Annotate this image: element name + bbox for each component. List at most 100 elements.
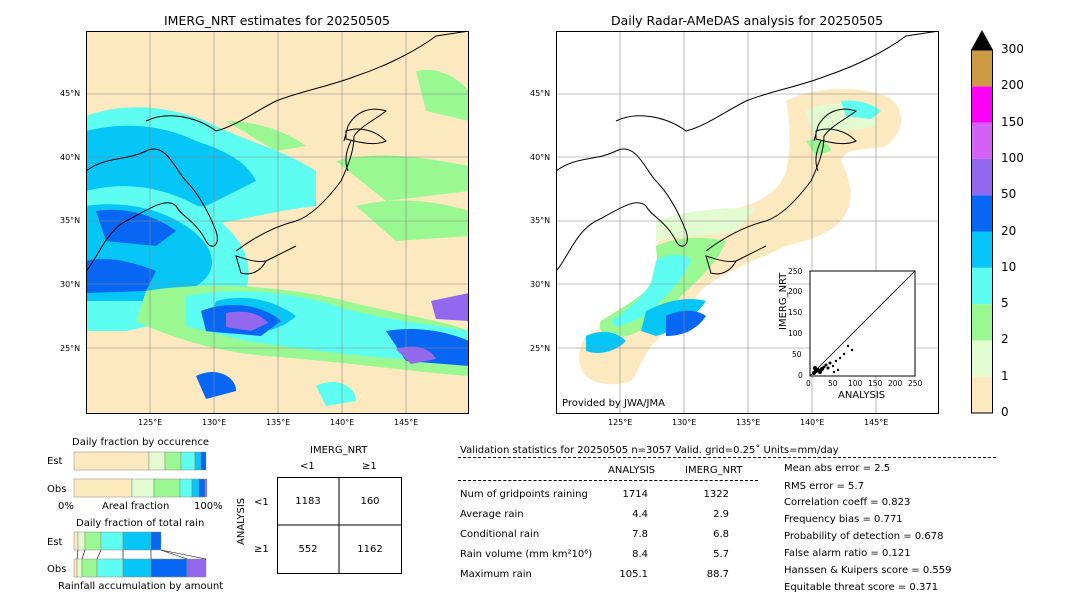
occurrence-title: Daily fraction by occurence xyxy=(72,437,210,448)
left-lat-label: 40°N xyxy=(60,153,81,162)
contingency-row-title: ANALYSIS xyxy=(236,497,247,545)
right-lat-label: 30°N xyxy=(530,280,551,289)
validation-row-imerg: 1322 xyxy=(703,489,729,500)
contingency-grid xyxy=(277,477,402,574)
colorbar-extend-arrow xyxy=(971,30,993,50)
colorbar-level-label: 1 xyxy=(1001,368,1009,383)
colorbar xyxy=(971,30,993,414)
svg-text:200: 200 xyxy=(888,379,903,388)
svg-text:50: 50 xyxy=(792,350,802,359)
svg-text:50: 50 xyxy=(828,379,838,388)
accumulation-row-est: Est xyxy=(47,537,63,548)
score-line: Probability of detection = 0.678 xyxy=(784,531,944,542)
validation-row-imerg: 88.7 xyxy=(706,569,729,580)
accumulation-axis-label: Rainfall accumulation by amount xyxy=(58,581,224,592)
validation-row-analysis: 8.4 xyxy=(632,549,648,560)
right-precip-field xyxy=(579,89,901,385)
colorbar-band xyxy=(972,195,992,232)
svg-text:150: 150 xyxy=(788,308,803,317)
validation-row-analysis: 4.4 xyxy=(632,509,648,520)
left-precip-field xyxy=(86,69,469,406)
colorbar-band xyxy=(972,86,992,123)
contingency-cell: 1162 xyxy=(357,544,383,555)
colorbar-level-label: 100 xyxy=(1001,150,1024,165)
right-lat-label: 40°N xyxy=(530,153,551,162)
accumulation-title: Daily fraction of total rain xyxy=(76,518,205,529)
accumulation-row-obs: Obs xyxy=(47,564,67,575)
colorbar-level-label: 200 xyxy=(1001,78,1024,93)
left-lat-label: 25°N xyxy=(60,344,81,353)
validation-col-imerg: IMERG_NRT xyxy=(685,465,743,476)
data-credit: Provided by JWA/JMA xyxy=(562,398,665,409)
right-lon-label: 125°E xyxy=(608,418,633,427)
colorbar-level-label: 150 xyxy=(1001,114,1024,129)
contingency-cell: 160 xyxy=(360,496,380,507)
svg-text:100: 100 xyxy=(848,379,863,388)
left-lat-label: 35°N xyxy=(60,216,81,225)
right-map-title: Daily Radar-AMeDAS analysis for 20250505 xyxy=(610,13,884,28)
svg-text:100: 100 xyxy=(788,329,803,338)
score-line: Correlation coeff = 0.823 xyxy=(784,497,911,508)
colorbar-level-label: 5 xyxy=(1001,296,1009,311)
score-line: Frequency bias = 0.771 xyxy=(784,514,903,525)
right-lat-label: 45°N xyxy=(530,89,551,98)
colorbar-level-label: 0 xyxy=(1001,405,1009,419)
colorbar-level-label: 2 xyxy=(1001,332,1009,347)
validation-row-label: Average rain xyxy=(460,509,524,520)
svg-text:250: 250 xyxy=(788,267,803,276)
validation-row-label: Rain volume (mm km²10⁶) xyxy=(460,549,593,560)
colorbar-band xyxy=(972,158,992,196)
score-line: RMS error = 5.7 xyxy=(784,481,864,492)
left-lat-label: 30°N xyxy=(60,280,81,289)
colorbar-band xyxy=(972,340,992,377)
colorbar-band xyxy=(972,122,992,159)
svg-text:200: 200 xyxy=(788,287,803,296)
validation-row-analysis: 105.1 xyxy=(619,569,648,580)
contingency-cell: 1183 xyxy=(295,496,321,507)
left-lon-label: 130°E xyxy=(202,418,227,427)
scatter-points xyxy=(812,344,854,375)
occurrence-chart xyxy=(73,451,207,498)
validation-row-label: Conditional rain xyxy=(460,529,540,540)
occurrence-axis-left: 0% xyxy=(58,501,74,512)
occurrence-row-obs: Obs xyxy=(47,484,67,495)
scatter-inset: IMERG_NRT ANALYSIS 0 50 100 150 200 250 … xyxy=(778,267,923,401)
validation-col-analysis: ANALYSIS xyxy=(608,465,656,476)
left-lon-label: 125°E xyxy=(138,418,163,427)
accumulation-chart xyxy=(73,531,207,578)
occurrence-axis-label: Areal fraction xyxy=(102,501,170,512)
left-lon-label: 140°E xyxy=(330,418,355,427)
right-lon-label: 130°E xyxy=(672,418,697,427)
score-line: Hanssen & Kuipers score = 0.559 xyxy=(784,565,952,576)
validation-row-label: Maximum rain xyxy=(460,569,532,580)
right-lon-label: 140°E xyxy=(800,418,825,427)
contingency-col-label: <1 xyxy=(300,461,315,472)
occurrence-axis-right: 100% xyxy=(194,501,223,512)
colorbar-band xyxy=(972,50,992,87)
colorbar-level-label: 20 xyxy=(1001,223,1017,238)
scatter-xlabel: ANALYSIS xyxy=(838,390,885,401)
right-lon-label: 135°E xyxy=(736,418,761,427)
validation-header: Validation statistics for 20250505 n=305… xyxy=(460,445,839,456)
svg-text:250: 250 xyxy=(908,379,923,388)
contingency-col-label: ≥1 xyxy=(362,461,377,472)
score-line: Equitable threat score = 0.371 xyxy=(784,582,939,593)
svg-text:0: 0 xyxy=(806,379,811,388)
left-map-title: IMERG_NRT estimates for 20250505 xyxy=(163,13,390,28)
colorbar-band xyxy=(972,231,992,268)
contingency-cell: 552 xyxy=(298,544,318,555)
validation-row-label: Num of gridpoints raining xyxy=(460,489,588,500)
occurrence-row-est: Est xyxy=(47,456,63,467)
validation-row-analysis: 1714 xyxy=(622,489,648,500)
right-lon-label: 145°E xyxy=(864,418,889,427)
colorbar-level-label: 50 xyxy=(1001,187,1017,202)
colorbar-band xyxy=(972,376,992,413)
validation-row-imerg: 5.7 xyxy=(713,549,729,560)
left-map xyxy=(86,31,469,414)
contingency-row-label: <1 xyxy=(254,497,269,508)
right-lat-label: 35°N xyxy=(530,216,551,225)
colorbar-band xyxy=(972,267,992,305)
validation-row-analysis: 7.8 xyxy=(632,529,648,540)
right-lat-label: 25°N xyxy=(530,344,551,353)
colorbar-level-label: 10 xyxy=(1001,259,1017,274)
